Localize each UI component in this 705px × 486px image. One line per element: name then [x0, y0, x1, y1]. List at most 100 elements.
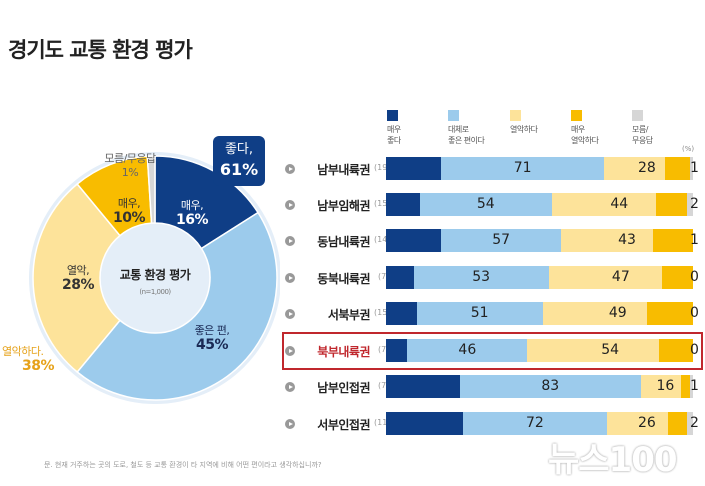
legend-item-poor: 열악하다	[510, 110, 538, 135]
data-label: 47	[611, 269, 630, 285]
data-label: 83	[541, 378, 560, 394]
region-name: 동남내륙권	[317, 235, 370, 249]
bar-segment-good	[459, 375, 641, 398]
data-label: 43	[618, 232, 636, 248]
play-bullet-icon	[285, 309, 295, 319]
stacked-bar	[386, 412, 693, 435]
play-bullet-icon	[285, 382, 295, 392]
bar-segment-good	[441, 157, 604, 180]
slice-value: 45%	[195, 337, 229, 353]
bar-segment-poor	[640, 375, 681, 398]
slice-label: 좋은 편,	[194, 324, 230, 337]
legend-label: 대체로	[448, 125, 469, 134]
bar-segment-poor	[527, 339, 660, 362]
data-label: 46	[458, 342, 477, 358]
slice-label: 모름/무응답	[104, 152, 156, 165]
bar-segment-poor	[603, 157, 666, 180]
bar-segment-very-poor	[659, 339, 693, 362]
slice-value: 16%	[175, 212, 209, 228]
bar-row: 남부임해권 (157) 54 44 2	[282, 193, 702, 217]
stacked-bar	[386, 229, 693, 252]
legend-label: 모름/	[632, 125, 648, 134]
data-label: 1	[690, 160, 699, 176]
sample-size: (116)	[374, 418, 396, 427]
play-bullet-icon	[285, 236, 295, 246]
donut-center-subtitle: (n=1,000)	[139, 288, 171, 296]
bar-segment-unknown	[689, 157, 693, 180]
sample-size: (198)	[374, 163, 396, 172]
legend-item-unknown: 모름/무응답	[632, 110, 653, 146]
legend-item-very-good: 매우 좋다	[387, 110, 401, 146]
bar-segment-very-poor	[662, 266, 693, 289]
sample-size: (151)	[374, 308, 396, 317]
data-label: 51	[470, 305, 489, 321]
logo-watermark: 뉴스100	[548, 440, 678, 480]
slice-value: 1%	[121, 166, 139, 179]
region-name: 남부임해권	[317, 199, 370, 213]
donut-slice-good	[76, 211, 278, 401]
bar-segment-very-poor	[656, 193, 687, 216]
bar-segment-very-poor	[668, 412, 687, 435]
slice-value: 28%	[61, 277, 95, 293]
region-name: 북부내륙권	[317, 345, 370, 359]
data-label: 44	[610, 196, 629, 212]
legend-label: 매우	[387, 125, 401, 134]
slice-label-very-poor: 매우, 10%	[107, 197, 151, 226]
data-label: 54	[601, 342, 620, 358]
stacked-bar	[386, 375, 693, 398]
bar-segment-good	[416, 302, 543, 325]
bar-segment-very-poor	[646, 302, 693, 325]
slice-label: 열악,	[66, 264, 90, 277]
bar-segment-very-good	[386, 157, 442, 180]
legend-item-good: 대체로 좋은 편이다	[448, 110, 485, 146]
unit-label: (%)	[682, 145, 695, 153]
stacked-bar	[386, 339, 693, 362]
bar-segment-unknown	[686, 193, 693, 216]
bar-row: 동남내륙권 (144) 57 43 1	[282, 229, 702, 253]
bar-segment-very-good	[386, 339, 408, 362]
bar-segment-very-poor	[665, 157, 690, 180]
legend-swatch	[448, 110, 459, 121]
data-label: 1	[690, 232, 699, 248]
stacked-bar	[386, 157, 693, 180]
bar-segment-very-poor	[680, 375, 690, 398]
play-bullet-icon	[285, 200, 295, 210]
good-total-badge: 좋다, 61%	[213, 136, 265, 186]
data-label: 2	[690, 415, 699, 431]
bar-segment-good	[413, 266, 549, 289]
bar-segment-poor	[548, 266, 663, 289]
data-label: 0	[690, 269, 699, 285]
group-value: 38%	[22, 358, 55, 374]
region-name: 서부인접권	[317, 418, 370, 432]
slice-label-good: 좋은 편, 45%	[187, 324, 237, 353]
bar-segment-poor	[542, 302, 647, 325]
slice-label: 매우,	[180, 199, 204, 212]
bar-row: 남부내륙권 (198) 71 28 1	[282, 157, 702, 181]
data-label: 0	[690, 342, 699, 358]
play-bullet-icon	[285, 164, 295, 174]
poor-total-label: 열악하다. 38%	[2, 345, 55, 374]
slice-label-poor: 열악, 28%	[56, 264, 100, 293]
play-bullet-icon	[285, 419, 295, 429]
slice-label-very-good: 매우, 16%	[170, 199, 214, 228]
bar-segment-very-good	[386, 375, 460, 398]
legend-swatch	[571, 110, 582, 121]
bar-segment-very-good	[386, 302, 417, 325]
play-bullet-icon	[285, 346, 295, 356]
play-bullet-icon	[285, 273, 295, 283]
data-label: 54	[476, 196, 495, 212]
data-label: 57	[492, 232, 511, 248]
data-label: 53	[472, 269, 491, 285]
region-name: 서북부권	[327, 308, 371, 322]
region-name: 남부인접권	[317, 381, 370, 395]
sample-size: (144)	[374, 235, 396, 244]
data-label: 49	[608, 305, 627, 321]
legend-swatch	[387, 110, 398, 121]
legend-swatch	[510, 110, 521, 121]
group-value: 61%	[219, 160, 259, 179]
bar-segment-very-good	[386, 229, 442, 252]
donut-slice-very-good	[154, 155, 260, 250]
